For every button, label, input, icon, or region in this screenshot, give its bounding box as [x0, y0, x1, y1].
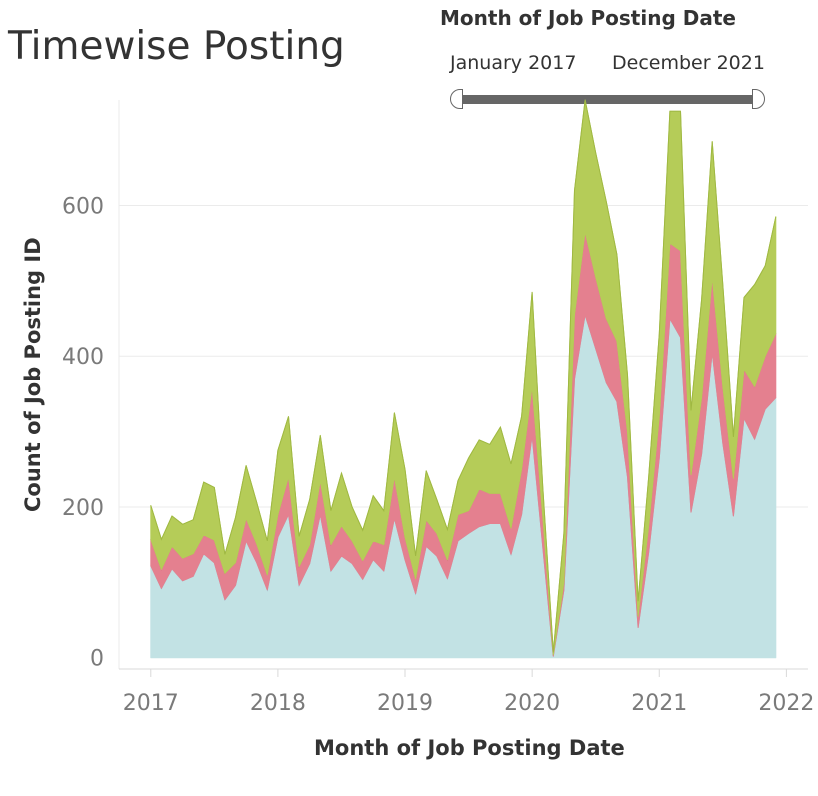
x-tick-label: 2022: [758, 691, 814, 716]
slider-track[interactable]: [462, 95, 754, 104]
y-tick-label: 400: [62, 345, 104, 370]
x-axis-title: Month of Job Posting Date: [314, 736, 625, 760]
y-tick-label: 600: [62, 195, 104, 220]
date-range-start-label: January 2017: [450, 52, 577, 74]
x-tick-label: 2020: [504, 691, 560, 716]
stacked-areas: [150, 99, 777, 659]
y-tick-label: 0: [90, 647, 104, 672]
x-tick-label: 2021: [631, 691, 687, 716]
x-tick-label: 2019: [377, 691, 433, 716]
y-tick-label: 200: [62, 496, 104, 521]
date-range-slider[interactable]: [450, 88, 768, 112]
page-title: Timewise Posting: [8, 24, 345, 69]
axes: 0 200 400 600 2017 2018 2019 2020 2021 2022: [62, 100, 814, 716]
x-tick-label: 2018: [250, 691, 306, 716]
y-axis-title: Count of Job Posting ID: [21, 237, 45, 512]
slider-start-handle[interactable]: [450, 89, 463, 109]
date-filter-title: Month of Job Posting Date: [440, 6, 736, 30]
area-series-3-edge: [150, 99, 777, 653]
x-tick-label: 2017: [123, 691, 179, 716]
date-range-end-label: December 2021: [612, 52, 765, 74]
